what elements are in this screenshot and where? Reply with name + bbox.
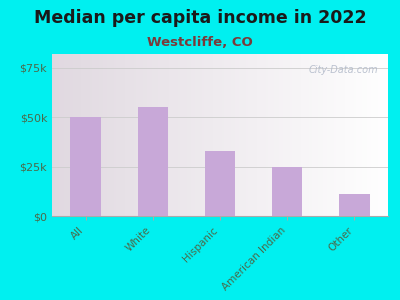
Text: Westcliffe, CO: Westcliffe, CO	[147, 36, 253, 49]
Bar	[138, 107, 168, 216]
Bar	[70, 117, 101, 216]
Text: City-Data.com: City-Data.com	[308, 65, 378, 75]
Bar	[205, 151, 235, 216]
Bar	[339, 194, 370, 216]
Text: Median per capita income in 2022: Median per capita income in 2022	[34, 9, 366, 27]
Bar	[272, 167, 302, 216]
